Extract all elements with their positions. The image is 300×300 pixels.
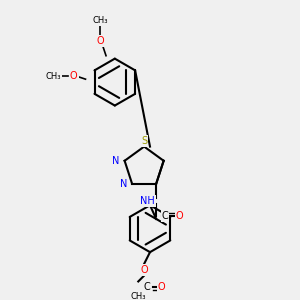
Text: N: N xyxy=(120,179,127,189)
Text: O: O xyxy=(96,36,104,46)
Text: CH₃: CH₃ xyxy=(46,72,61,81)
Text: O: O xyxy=(140,265,148,275)
Text: CH₃: CH₃ xyxy=(92,16,108,25)
Text: O: O xyxy=(176,211,184,221)
Text: CH₃: CH₃ xyxy=(130,292,146,300)
Text: N: N xyxy=(112,156,119,166)
Text: S: S xyxy=(141,136,147,146)
Text: C: C xyxy=(144,282,150,292)
Text: C: C xyxy=(162,211,168,221)
Text: O: O xyxy=(158,282,166,292)
Text: O: O xyxy=(70,71,78,81)
Text: NH: NH xyxy=(140,196,155,206)
